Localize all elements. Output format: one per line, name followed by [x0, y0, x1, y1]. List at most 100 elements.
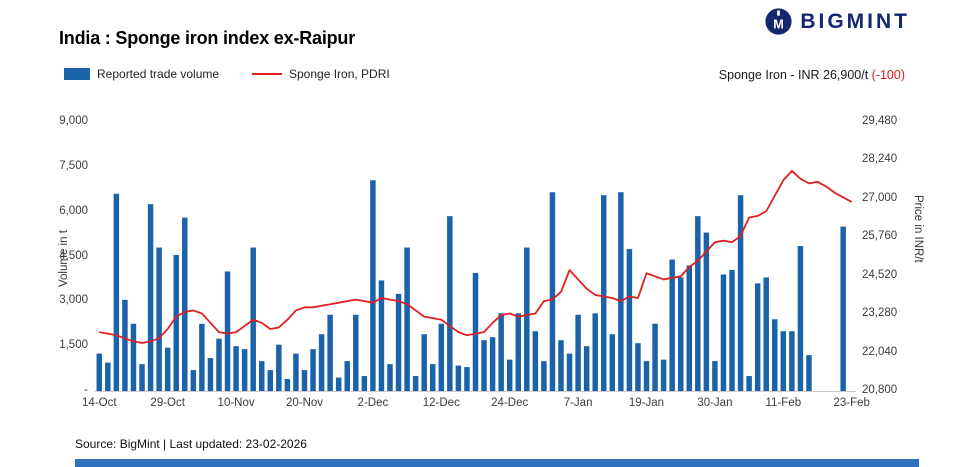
x-axis-tick-label: 23-Feb: [833, 397, 870, 409]
volume-bar: [686, 265, 692, 391]
volume-bar: [583, 346, 590, 391]
price-legend-swatch-icon: [252, 73, 282, 75]
volume-bar: [720, 274, 727, 391]
y-right-tick-label: 25,760: [862, 230, 898, 243]
volume-bar: [506, 359, 513, 391]
svg-text:M: M: [774, 17, 785, 31]
volume-bar: [592, 313, 598, 391]
volume-bar: [626, 249, 633, 391]
volume-bar: [669, 259, 675, 391]
volume-bar: [618, 192, 624, 391]
volume-bar: [335, 377, 342, 391]
x-axis-tick-label: 14-Oct: [82, 397, 117, 409]
volume-bar: [156, 247, 162, 391]
x-axis-tick-label: 12-Dec: [422, 397, 460, 409]
volume-bar: [575, 314, 581, 391]
x-axis-tick-label: 2-Dec: [357, 397, 389, 409]
legend-item-volume: Reported trade volume: [64, 67, 219, 81]
y-left-tick-label: 3,000: [59, 294, 88, 307]
volume-bar: [241, 349, 248, 391]
y-right-tick-label: 28,240: [862, 153, 898, 166]
price-callout-text: Sponge Iron - INR 26,900/t: [718, 68, 872, 82]
volume-bar: [344, 361, 350, 391]
volume-bar: [190, 370, 197, 391]
volume-bar: [173, 255, 179, 391]
volume-bar: [318, 334, 325, 391]
volume-bar: [455, 365, 462, 391]
volume-bar: [130, 323, 137, 391]
volume-bar: [601, 195, 607, 391]
volume-bar: [549, 192, 556, 391]
volume-bar: [412, 376, 419, 391]
y-left-tick-label: 1,500: [59, 339, 88, 352]
volume-bar: [113, 193, 120, 391]
volume-bar: [224, 271, 231, 391]
volume-bar: [737, 195, 744, 391]
volume-bar: [182, 217, 188, 391]
volume-bar: [105, 362, 111, 391]
volume-bar: [293, 353, 299, 391]
volume-bar: [387, 364, 393, 391]
volume-bar: [361, 376, 368, 391]
volume-legend-label: Reported trade volume: [97, 67, 220, 81]
volume-bar: [404, 247, 410, 391]
volume-bar: [464, 367, 470, 391]
volume-bar: [806, 355, 812, 391]
x-axis-ticks: 14-Oct 29-Oct 10-Nov 20-Nov 2-Dec 12-Dec 24-De…: [82, 397, 870, 413]
volume-bar: [763, 277, 769, 391]
volume-bar: [695, 216, 701, 391]
volume-bar: [754, 283, 761, 391]
x-axis-tick-label: 19-Jan: [628, 397, 665, 409]
volume-bar: [370, 180, 376, 391]
x-axis-tick-label: 29-Oct: [150, 397, 185, 409]
volume-bar: [643, 361, 650, 391]
price-change-value: (-100): [871, 68, 905, 82]
volume-bar: [327, 314, 333, 391]
x-axis-line: [95, 391, 856, 392]
chart-canvas: [96, 170, 853, 391]
y-axis-right-ticks: 29,480 28,240 27,000 25,760 24,520 23,280 22,0…: [862, 110, 917, 396]
y-right-tick-label: 20,800: [862, 384, 898, 396]
volume-bar: [147, 204, 154, 391]
y-right-tick-label: 27,000: [862, 191, 898, 204]
volume-bar: [532, 331, 539, 391]
volume-bar: [267, 370, 274, 391]
x-axis-tick-label: 24-Dec: [491, 397, 529, 409]
volume-bar: [353, 314, 359, 391]
legend-item-price: Sponge Iron, PDRI: [252, 67, 390, 81]
source-note: Source: BigMint | Last updated: 23-02-20…: [75, 437, 307, 451]
volume-bar: [447, 216, 453, 391]
y-left-tick-label: 4,500: [59, 249, 88, 262]
volume-bar: [378, 280, 385, 391]
volume-bar: [489, 337, 496, 391]
volume-bar: [284, 379, 291, 391]
volume-bar: [652, 323, 658, 391]
volume-bar: [703, 232, 710, 391]
x-axis-tick-label: 11-Feb: [765, 397, 802, 409]
x-axis-tick-label: 30-Jan: [697, 397, 733, 409]
y-axis-left-ticks: 9,000 7,500 6,000 4,500 3,000 1,500 -: [38, 110, 88, 396]
volume-bar: [524, 247, 530, 391]
volume-bar: [259, 361, 265, 391]
volume-bar: [772, 319, 778, 391]
volume-bar: [122, 299, 128, 391]
y-left-tick-label: 9,000: [59, 115, 88, 127]
volume-bar: [199, 323, 205, 391]
volume-bar: [712, 361, 718, 391]
x-axis-tick-label: 10-Nov: [217, 397, 255, 409]
volume-bar: [139, 364, 145, 391]
x-axis-tick-label: 7-Jan: [563, 397, 593, 409]
volume-legend-swatch-icon: [64, 68, 90, 80]
volume-bar: [481, 340, 487, 391]
price-line: [99, 170, 853, 344]
y-left-tick-label: -: [84, 384, 88, 396]
volume-bar: [515, 313, 521, 391]
volume-bar: [780, 331, 787, 391]
brand-name: BIGMINT: [800, 9, 910, 33]
volume-bar: [746, 376, 752, 391]
volume-bar: [301, 370, 308, 391]
y-right-tick-label: 24,520: [862, 268, 898, 281]
footer-strip: [75, 459, 919, 467]
volume-bar: [207, 358, 214, 391]
volume-bar: [472, 272, 479, 391]
